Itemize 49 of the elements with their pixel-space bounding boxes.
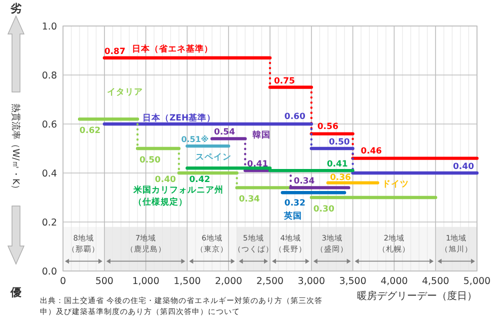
data-label: 0.46: [360, 146, 382, 156]
x-tick-label: 500: [95, 276, 114, 287]
data-label: 0.51※: [181, 135, 209, 144]
y-axis-title: 熱貫流率（W/㎡・K）: [10, 104, 21, 194]
data-label: 0.54: [214, 128, 236, 138]
data-label: 0.62: [80, 126, 101, 136]
data-label: 0.50: [328, 138, 350, 148]
x-tick-label: 3,000: [298, 276, 325, 287]
data-label: 0.56: [317, 122, 338, 132]
data-label: 0.50: [140, 156, 161, 166]
data-label: 0.40: [154, 175, 176, 185]
x-axis-title: 暖房デグリーデー（度日）: [357, 290, 477, 302]
text: 英国: [284, 211, 302, 222]
data-label: 0.60: [284, 112, 306, 122]
data-label: 0.87: [104, 46, 126, 57]
data-label: 0.36: [330, 172, 352, 183]
x-tick-label: 3,500: [339, 276, 366, 287]
y-tick-label: 0.6: [42, 120, 57, 130]
series-label: ドイツ: [382, 179, 409, 190]
data-label: 0.34: [294, 176, 315, 187]
data-label: 0.34: [238, 194, 260, 205]
data-label: 0.30: [313, 204, 334, 214]
data-label: 0.32: [284, 198, 306, 209]
data-label: 0.42: [189, 175, 210, 186]
y-tick-label: 0.8: [42, 70, 57, 82]
text: 劣: [10, 2, 22, 15]
x-tick-label: 4,500: [422, 276, 450, 287]
x-tick-label: 1,000: [132, 276, 160, 287]
data-label: 0.41: [247, 160, 268, 170]
data-label: 0.40: [453, 162, 474, 172]
y-tick-label: 0.2: [42, 218, 57, 228]
series-label: 日本（省エネ基準）: [132, 44, 213, 55]
series-label: 韓国: [252, 129, 271, 140]
series-label: スペイン: [195, 152, 232, 163]
x-tick-label: 2,000: [215, 276, 242, 287]
y-tick-label: 0.0: [42, 266, 57, 278]
text: 優: [10, 286, 22, 299]
y-tick-label: 0.4: [42, 168, 57, 180]
text: 米国カリフォルニア州（仕様規定）: [133, 186, 224, 208]
x-tick-label: 2,500: [256, 276, 284, 287]
y-tick-label: 1.0: [42, 22, 57, 32]
data-label: 0.41: [326, 160, 348, 170]
x-tick-label: 1,500: [174, 276, 201, 287]
x-tick-label: 5,000: [463, 276, 491, 287]
series-label: 日本（ZEH基準）: [142, 112, 216, 124]
x-tick-label: 0: [60, 276, 66, 287]
text: イタリア: [106, 86, 143, 98]
x-tick-label: 4,000: [380, 276, 408, 287]
data-label: 0.75: [274, 76, 296, 86]
